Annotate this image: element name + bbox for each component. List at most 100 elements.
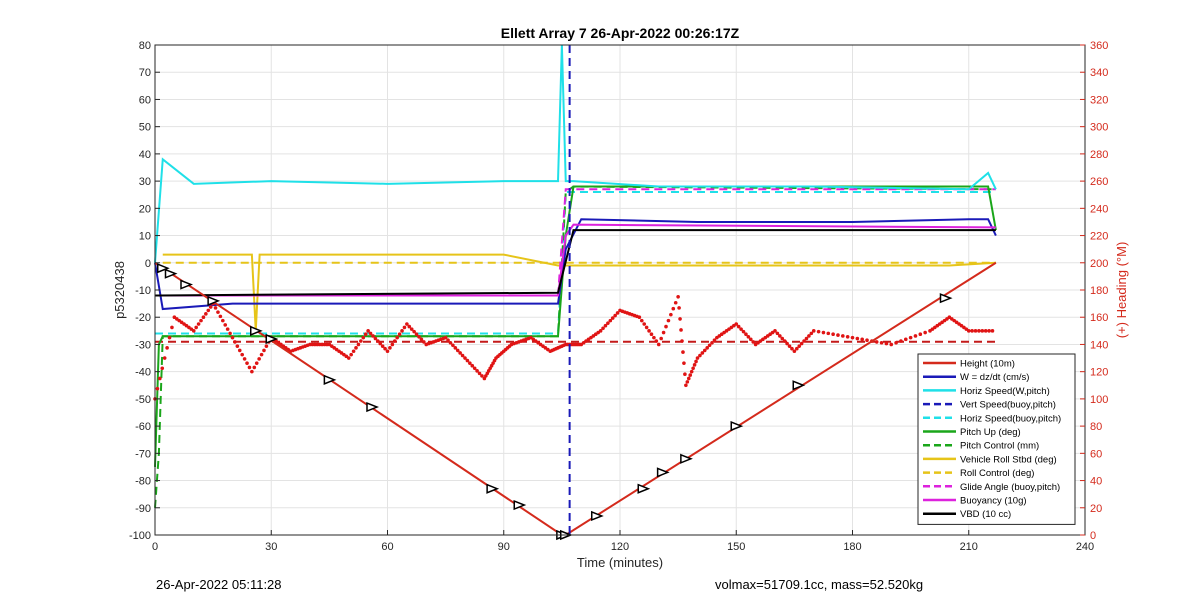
height-marker (250, 325, 263, 336)
heading-point (684, 383, 688, 388)
heading-point (610, 316, 615, 320)
heading-point (686, 376, 691, 381)
heading-point (351, 349, 356, 354)
heading-point (252, 365, 257, 370)
heading-point (196, 322, 201, 326)
heading-point (378, 341, 383, 346)
legend-label: Roll Control (deg) (960, 468, 1034, 479)
height-marker (164, 268, 178, 279)
heading-point (860, 337, 864, 342)
heading-point (458, 351, 462, 355)
heading-point (780, 336, 785, 341)
heading-point (707, 343, 712, 348)
x-tick-label: 60 (381, 541, 393, 553)
legend-label: Horiz Speed(W,pitch) (960, 386, 1050, 397)
y2-tick-label: 280 (1090, 149, 1108, 161)
height-marker (323, 374, 337, 385)
legend-box (917, 353, 1076, 525)
height-markers (157, 263, 953, 541)
heading-point (983, 329, 988, 333)
y2-tick-label: 340 (1090, 67, 1108, 79)
y-axis-ticks: -100-90-80-70-60-50-40-30-20-10010203040… (129, 40, 160, 542)
heading-point (669, 312, 673, 317)
legend-label: VBD (10 cc) (960, 509, 1011, 520)
y2-tick-label: 180 (1090, 285, 1108, 297)
y-tick-label: -20 (135, 312, 151, 324)
y2-tick-label: 300 (1090, 122, 1108, 134)
heading-point (402, 325, 407, 330)
heading-point (376, 339, 380, 343)
y-tick-label: -80 (135, 476, 151, 488)
heading-point (683, 372, 687, 377)
x-axis-ticks: 0 30 60 90 120 150 180 210 240 (152, 530, 1094, 553)
y2-tick-label: 160 (1090, 312, 1108, 324)
heading-point (695, 356, 700, 360)
y2-tick-label: 60 (1090, 448, 1102, 460)
y2-tick-label: 120 (1090, 367, 1108, 379)
heading-point (688, 373, 693, 377)
heading-point (899, 339, 903, 343)
heading-point (794, 346, 799, 351)
height-marker (656, 467, 670, 478)
heading-point (673, 300, 678, 305)
heading-point (468, 361, 472, 365)
heading-point (472, 366, 477, 371)
height-marker (513, 499, 527, 511)
heading-point (694, 359, 698, 364)
y2-tick-label: 240 (1090, 203, 1108, 215)
heading-point (652, 335, 656, 340)
heading-point (371, 334, 375, 338)
heading-point (889, 342, 894, 347)
heading-point (167, 335, 172, 340)
heading-point (656, 342, 661, 347)
legend-label: Pitch Up (deg) (960, 427, 1021, 438)
heading-point (388, 346, 392, 350)
heading-point (443, 335, 448, 340)
heading-point (419, 337, 424, 342)
y2-tick-label: 200 (1090, 258, 1108, 270)
y2-axis-label: (+) Heading (°M) (1114, 242, 1129, 339)
series-w-dz-dt-cm-s (154, 218, 997, 311)
heading-point (259, 352, 264, 357)
heading-point (158, 376, 162, 381)
x-tick-label: 240 (1076, 541, 1094, 553)
y2-tick-label: 220 (1090, 231, 1108, 243)
legend-label: Height (10m) (960, 359, 1015, 370)
heading-point (480, 374, 484, 378)
heading-point (689, 369, 694, 374)
heading-point (647, 329, 651, 333)
heading-point (746, 334, 751, 339)
height-marker (265, 333, 279, 345)
y-tick-label: 0 (145, 258, 151, 270)
height-marker (157, 263, 170, 274)
heading-point (712, 338, 717, 342)
heading-point (923, 330, 927, 335)
heading-point (223, 323, 228, 327)
height-marker (486, 483, 500, 494)
heading-point (191, 329, 196, 333)
y2-tick-label: 260 (1090, 176, 1108, 188)
heading-point (678, 317, 682, 321)
heading-point (649, 332, 654, 337)
heading-point (970, 329, 974, 333)
y2-tick-label: 40 (1090, 476, 1102, 488)
heading-point (397, 332, 402, 337)
heading-point (264, 344, 269, 348)
heading-point (654, 339, 659, 343)
heading-point (380, 344, 385, 348)
heading-point (850, 335, 855, 340)
heading-point (165, 346, 169, 350)
height-marker (591, 510, 604, 522)
heading-point (642, 322, 647, 326)
y2-tick-label: 0 (1090, 530, 1096, 542)
y-tick-label: -50 (135, 394, 151, 406)
heading-point (644, 325, 649, 330)
heading-point (216, 310, 220, 314)
heading-point (748, 337, 753, 342)
heading-point (799, 341, 804, 346)
heading-point (361, 335, 366, 340)
heading-point (751, 340, 756, 344)
heading-point (204, 312, 208, 316)
heading-point (879, 340, 884, 345)
heading-point (739, 327, 743, 331)
